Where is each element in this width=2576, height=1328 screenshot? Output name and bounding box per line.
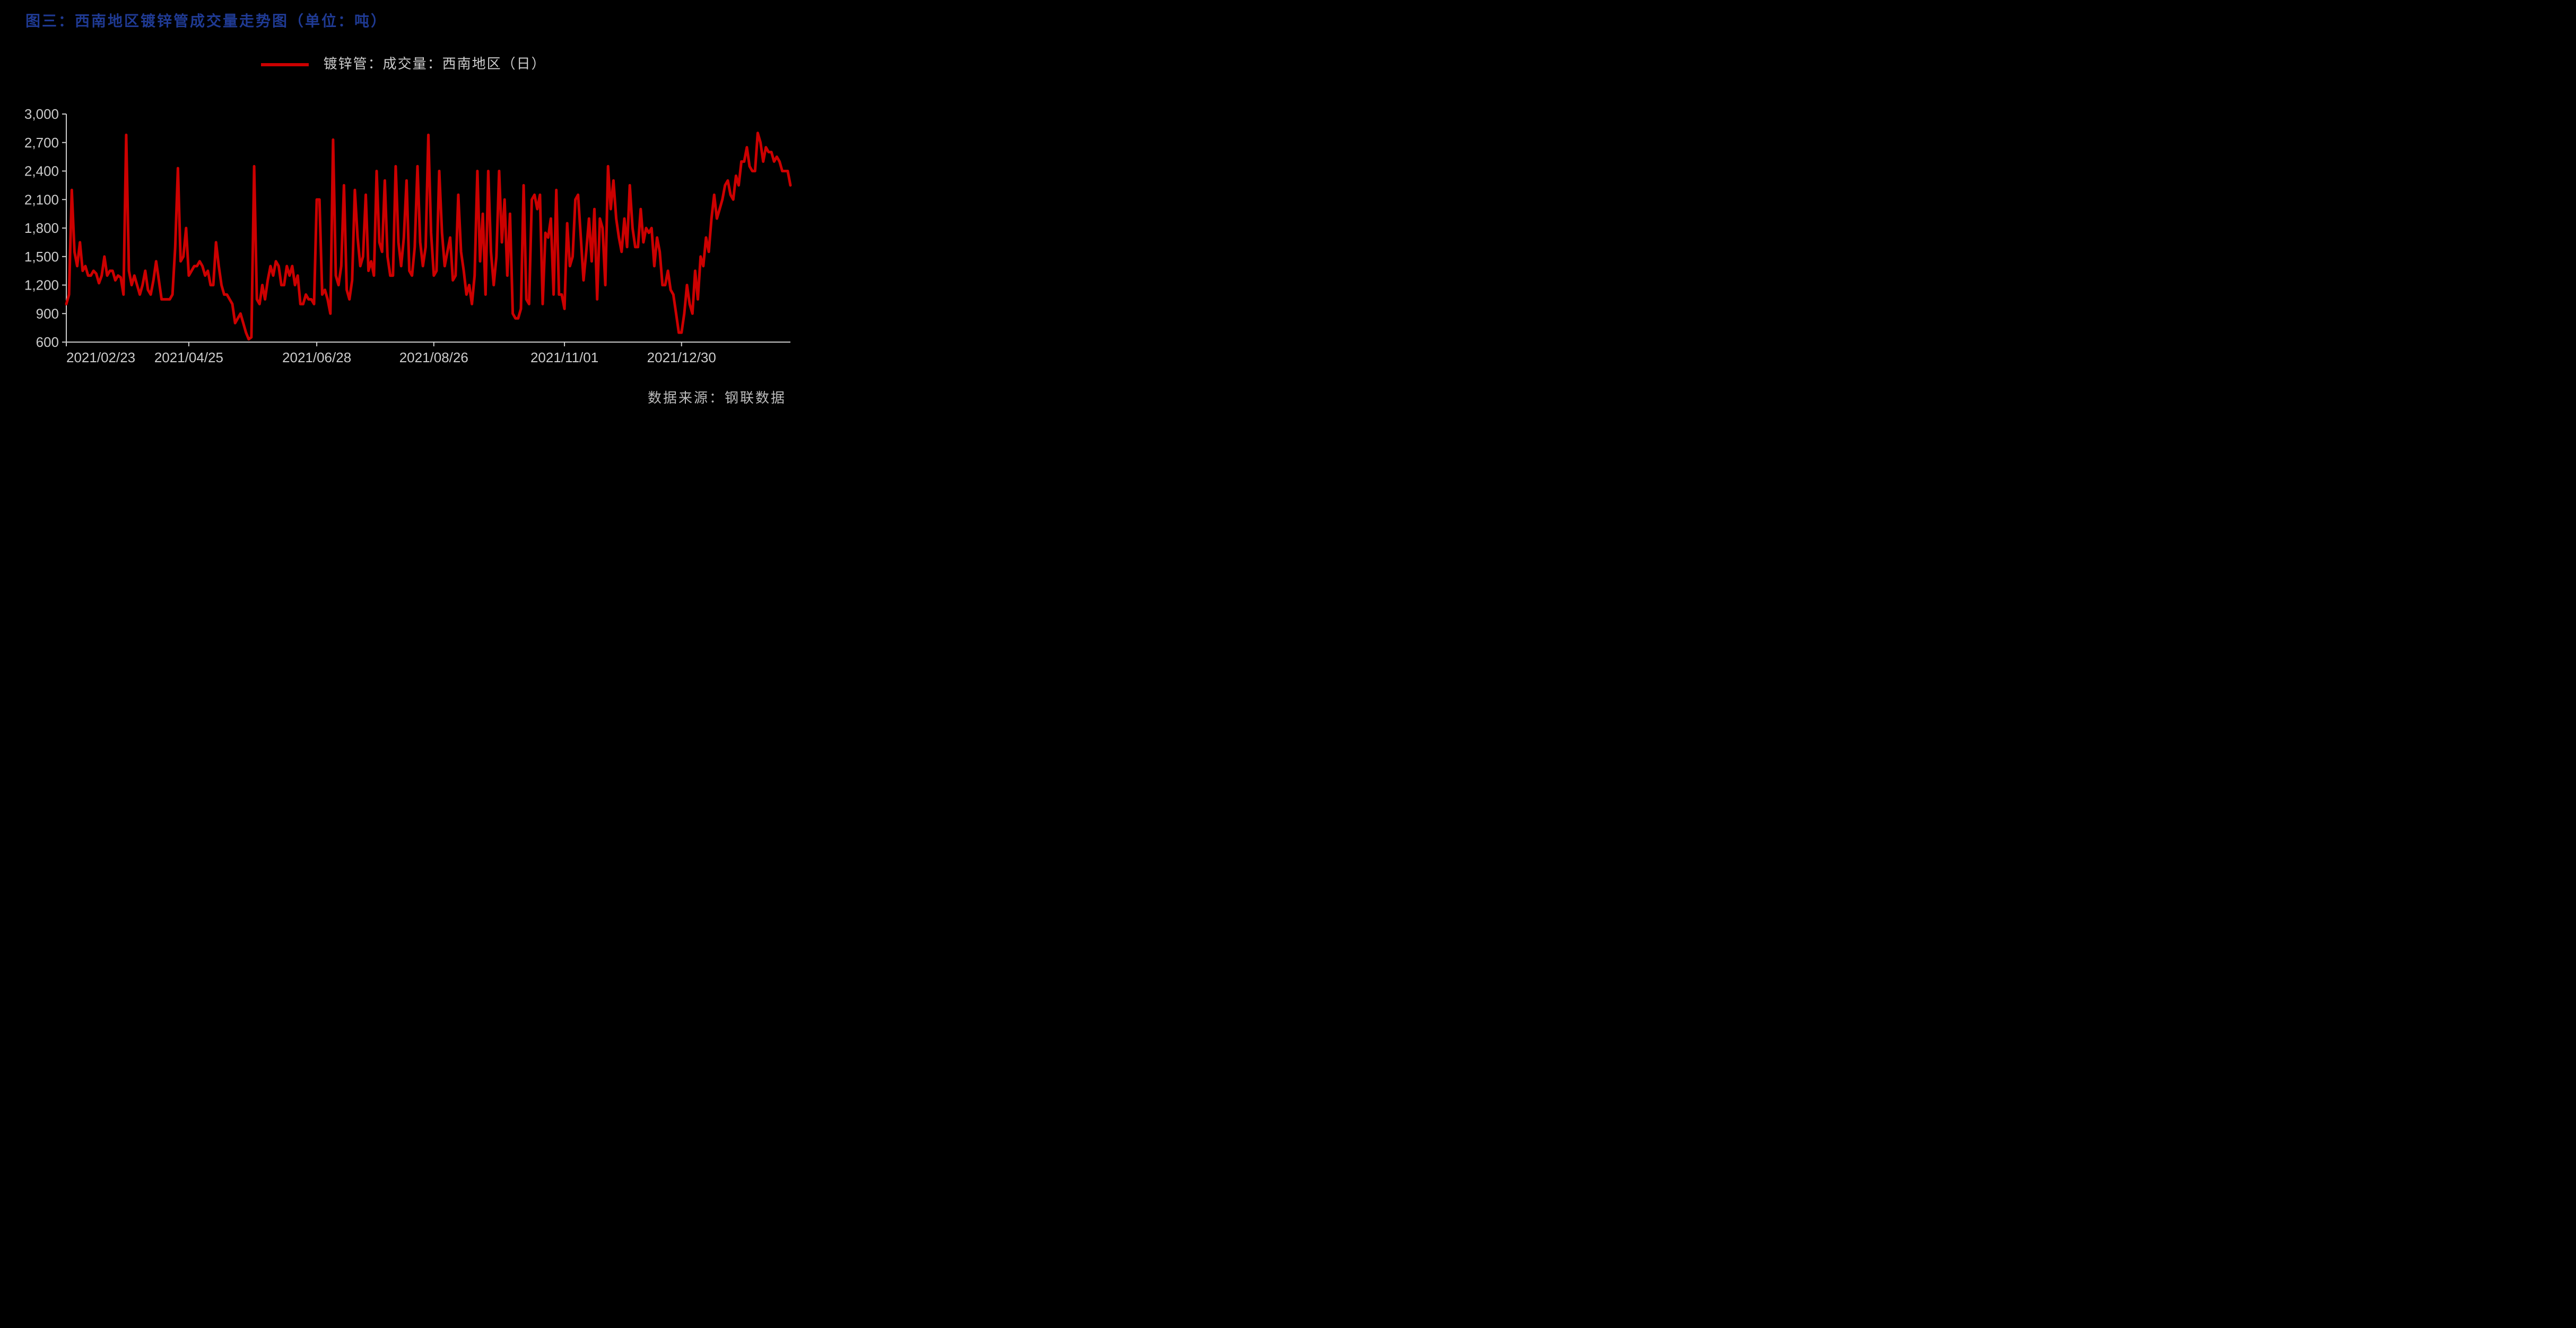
svg-text:1,500: 1,500 <box>24 249 59 265</box>
svg-text:600: 600 <box>36 334 59 350</box>
legend: 镀锌管：成交量：西南地区（日） <box>0 53 807 73</box>
chart-title: 图三：西南地区镀锌管成交量走势图（单位：吨） <box>25 10 387 31</box>
svg-text:1,800: 1,800 <box>24 220 59 236</box>
svg-text:2021/08/26: 2021/08/26 <box>399 350 468 365</box>
svg-text:1,200: 1,200 <box>24 277 59 293</box>
svg-text:2,700: 2,700 <box>24 135 59 151</box>
svg-text:3,000: 3,000 <box>24 109 59 122</box>
legend-swatch <box>261 63 309 66</box>
svg-text:2021/02/23: 2021/02/23 <box>66 350 135 365</box>
data-source: 数据来源：钢联数据 <box>648 387 786 407</box>
svg-text:2,100: 2,100 <box>24 191 59 207</box>
line-chart: 600 900 1,200 1,500 1,800 2,100 2,400 2,700 3,00… <box>16 109 796 374</box>
svg-text:2021/04/25: 2021/04/25 <box>154 350 223 365</box>
svg-text:2021/11/01: 2021/11/01 <box>530 350 598 365</box>
svg-text:2021/06/28: 2021/06/28 <box>282 350 351 365</box>
svg-text:900: 900 <box>36 305 59 321</box>
legend-label: 镀锌管：成交量：西南地区（日） <box>324 56 546 72</box>
svg-text:2,400: 2,400 <box>24 163 59 179</box>
svg-text:2021/12/30: 2021/12/30 <box>647 350 716 365</box>
chart-svg: 600 900 1,200 1,500 1,800 2,100 2,400 2,700 3,00… <box>16 109 796 374</box>
